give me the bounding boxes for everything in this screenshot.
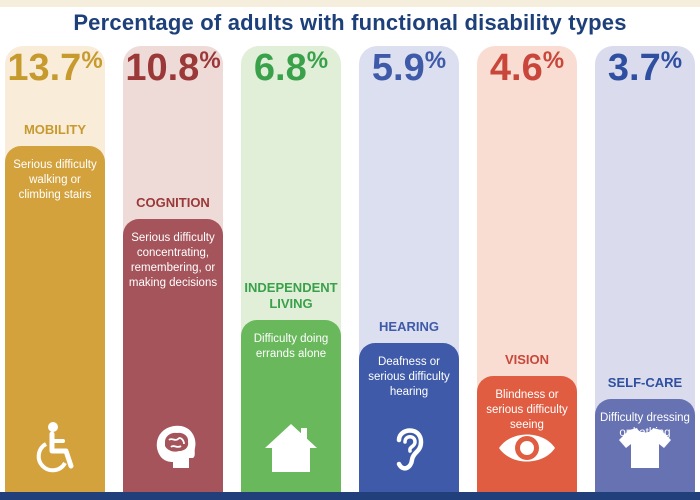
bar: Serious difficulty walking or climbing s…: [5, 145, 105, 492]
chart-title: Percentage of adults with functional dis…: [73, 10, 627, 35]
category-label-line: LIVING: [269, 296, 313, 312]
data-label-unit: %: [306, 47, 329, 74]
bottom-bar: [0, 492, 700, 500]
bar-column: 5.9% HEARING Deafness or serious difficult…: [359, 46, 459, 492]
category-label-line: VISION: [504, 351, 550, 367]
bar-column: 6.8% INDEPENDENT LIVING Difficulty doing er…: [241, 46, 341, 492]
data-label-value: 13.7: [7, 47, 82, 89]
bar-description: Deafness or serious difficulty hearing: [368, 355, 450, 398]
eye-icon: [497, 418, 557, 478]
data-label-unit: %: [660, 47, 683, 74]
category-label-line: SELF-CARE: [607, 374, 683, 390]
bar: Blindness or serious difficulty seeing: [477, 375, 577, 492]
category-label: SELF-CARE: [595, 375, 695, 391]
data-label: 5.9%: [359, 47, 459, 89]
bar-description: Serious difficulty concentrating, rememb…: [128, 232, 218, 290]
bar: Deafness or serious difficulty hearing: [359, 342, 459, 492]
bar-column: 10.8% COGNITION Serious difficulty concent…: [123, 46, 223, 492]
data-label-unit: %: [542, 47, 565, 74]
house-icon: [261, 418, 321, 478]
data-label-value: 3.7: [607, 47, 661, 89]
data-label-value: 6.8: [253, 47, 307, 89]
data-label: 4.6%: [477, 47, 577, 89]
category-label-line: MOBILITY: [23, 121, 87, 137]
bar-column: 3.7% SELF-CARE Difficulty dressing or bath…: [595, 46, 695, 492]
brain-icon: [143, 418, 203, 478]
data-label-value: 5.9: [371, 47, 425, 89]
bar-description: Serious difficulty walking or climbing s…: [13, 158, 97, 201]
category-label: COGNITION: [123, 195, 223, 211]
top-strip: [0, 0, 700, 7]
data-label: 10.8%: [123, 47, 223, 89]
category-label-line: HEARING: [379, 318, 439, 334]
bar-column: 13.7% MOBILITY Serious difficulty walking …: [5, 46, 105, 492]
bar-description: Blindness or serious difficulty seeing: [486, 388, 568, 431]
shirt-icon: [615, 418, 675, 478]
data-label-value: 10.8: [125, 47, 200, 89]
data-label: 13.7%: [5, 47, 105, 89]
data-label-unit: %: [199, 47, 221, 74]
data-label: 3.7%: [595, 47, 695, 89]
data-label-unit: %: [81, 47, 103, 74]
category-label-line: INDEPENDENT: [244, 280, 338, 296]
category-label: MOBILITY: [5, 122, 105, 138]
data-label-unit: %: [424, 47, 447, 74]
bar-description: Difficulty doing errands alone: [253, 333, 329, 361]
data-label-value: 4.6: [489, 47, 543, 89]
category-label-line: COGNITION: [136, 195, 210, 211]
category-label: INDEPENDENT LIVING: [241, 280, 341, 312]
ear-icon: [379, 418, 439, 478]
bar: Serious difficulty concentrating, rememb…: [123, 219, 223, 492]
data-label: 6.8%: [241, 47, 341, 89]
bar: Difficulty doing errands alone: [241, 320, 341, 492]
wheelchair-icon: [25, 418, 85, 478]
category-label: HEARING: [359, 319, 459, 335]
bar-column: 4.6% VISION Blindness or serious difficult…: [477, 46, 577, 492]
category-label: VISION: [477, 352, 577, 368]
bar: Difficulty dressing or bathing: [595, 398, 695, 492]
